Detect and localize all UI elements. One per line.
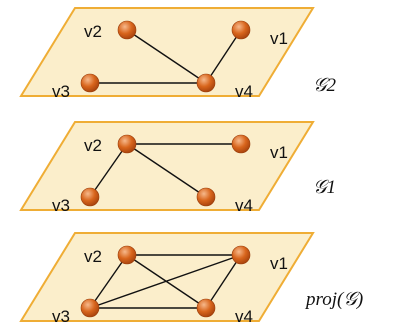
layer-label-g1: 𝒢1 xyxy=(313,177,336,198)
node-v4 xyxy=(196,187,216,207)
node-v2 xyxy=(117,134,137,154)
node-v3 xyxy=(80,73,100,93)
node-v1 xyxy=(231,245,251,265)
edge-v1-v3 xyxy=(89,254,242,309)
node-label-v1: v1 xyxy=(270,29,288,48)
node-label-v3: v3 xyxy=(52,82,70,101)
node-label-v4: v4 xyxy=(235,307,253,325)
node-label-v3: v3 xyxy=(52,196,70,215)
node-v4 xyxy=(196,298,216,318)
node-label-v2: v2 xyxy=(84,136,102,155)
edge-v1-v4 xyxy=(205,29,242,84)
edge-v2-v3 xyxy=(89,254,128,309)
node-v4 xyxy=(196,73,216,93)
node-v1 xyxy=(231,20,251,40)
node-label-v4: v4 xyxy=(235,196,253,215)
node-v2 xyxy=(117,245,137,265)
node-label-v3: v3 xyxy=(52,307,70,325)
node-v3 xyxy=(80,187,100,207)
layer-g2: v2 v1 v3 v4 𝒢2 xyxy=(19,7,337,101)
node-v2 xyxy=(117,20,137,40)
node-label-v2: v2 xyxy=(84,22,102,41)
node-label-v4: v4 xyxy=(235,82,253,101)
layer-g1: v2 v1 v3 v4 𝒢1 xyxy=(19,121,336,215)
layer-label-proj: proj(𝒢) xyxy=(304,289,363,310)
layer-label-g2: 𝒢2 xyxy=(313,75,337,96)
node-v3 xyxy=(80,298,100,318)
node-label-v1: v1 xyxy=(270,254,288,273)
edge-v2-v4 xyxy=(126,143,207,198)
node-label-v2: v2 xyxy=(84,247,102,266)
node-v1 xyxy=(231,134,251,154)
edge-v2-v4 xyxy=(126,29,207,84)
edge-v1-v4 xyxy=(205,254,242,309)
layer-proj: v2 v1 v3 v4 proj(𝒢) xyxy=(19,232,363,325)
edge-v2-v3 xyxy=(89,143,128,198)
node-label-v1: v1 xyxy=(270,143,288,162)
